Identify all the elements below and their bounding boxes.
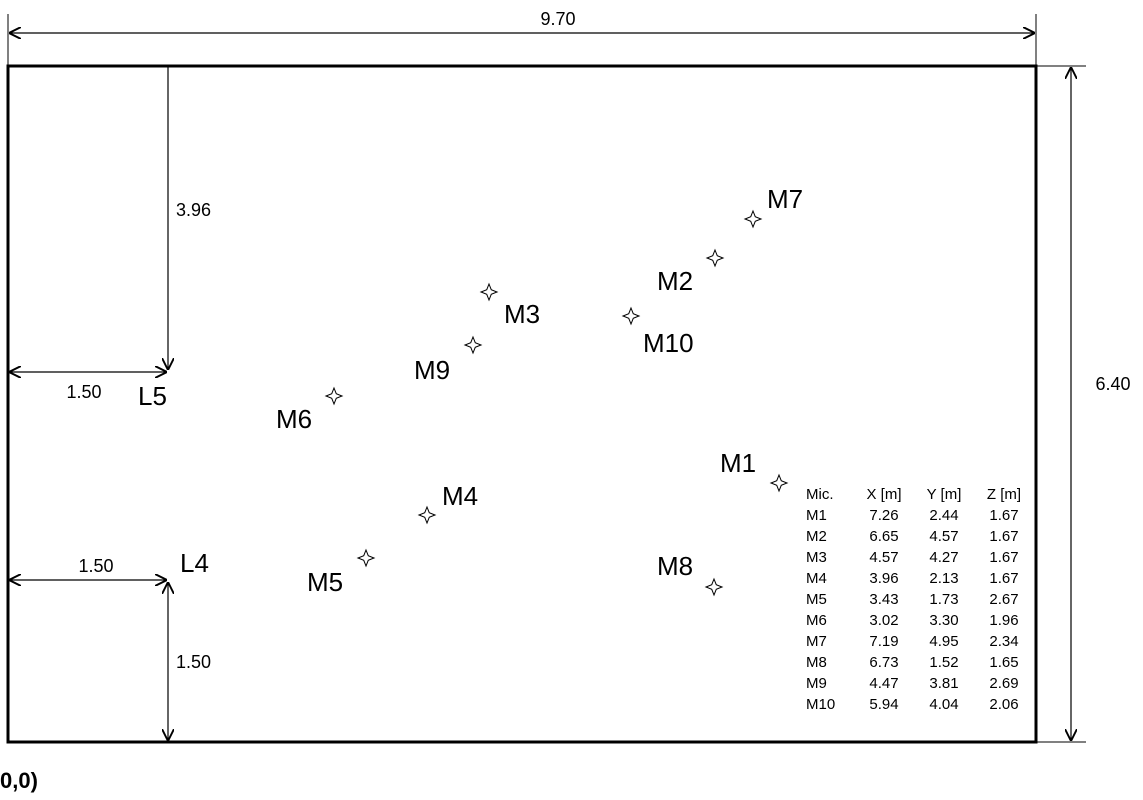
table-cell: 3.81 <box>929 675 958 692</box>
mic-m1-label: M1 <box>720 448 756 478</box>
mic-m7-label: M7 <box>767 184 803 214</box>
table-cell: 4.04 <box>929 696 958 713</box>
table-cell: 2.34 <box>989 633 1018 650</box>
mic-m4-label: M4 <box>442 481 478 511</box>
table-cell: M8 <box>806 654 827 671</box>
table-cell: 3.30 <box>929 612 958 629</box>
room-width-label: 9.70 <box>540 9 575 29</box>
table-cell: M3 <box>806 549 827 566</box>
table-cell: 6.73 <box>869 654 898 671</box>
table-body: M1 7.26 2.44 1.67 M2 6.65 4.57 1.67 M3 4.57 4.27 1.… <box>806 507 1019 713</box>
mic-m5-star-icon <box>356 548 376 568</box>
mic-m3-label: M3 <box>504 299 540 329</box>
table-cell: 2.13 <box>929 570 958 587</box>
table-cell: M7 <box>806 633 827 650</box>
table-cell: 2.69 <box>989 675 1018 692</box>
table-cell: 4.57 <box>929 528 958 545</box>
table-cell: M1 <box>806 507 827 524</box>
table-cell: 3.43 <box>869 591 898 608</box>
table-cell: M6 <box>806 612 827 629</box>
mic-m2-label: M2 <box>657 266 693 296</box>
mic-m3-star-icon <box>479 282 499 302</box>
l5-y-dimension-label: 3.96 <box>176 200 211 220</box>
mic-m4-star-icon <box>417 505 437 525</box>
table-cell: 3.96 <box>869 570 898 587</box>
mic-coordinates-table: Mic. X [m] Y [m] Z [m] M1 7.26 2.44 1.67 M2 6… <box>806 486 1021 713</box>
l4-x-dimension-label: 1.50 <box>78 556 113 576</box>
table-header-y: Y [m] <box>927 486 962 503</box>
table-cell: M2 <box>806 528 827 545</box>
table-cell: M4 <box>806 570 827 587</box>
table-cell: 1.73 <box>929 591 958 608</box>
mic-m2-star-icon <box>705 248 725 268</box>
table-cell: 5.94 <box>869 696 898 713</box>
mic-m10-star-icon <box>621 306 641 326</box>
table-cell: 1.65 <box>989 654 1018 671</box>
table-cell: 1.67 <box>989 549 1018 566</box>
table-cell: 4.27 <box>929 549 958 566</box>
table-cell: M5 <box>806 591 827 608</box>
mic-m8-star-icon <box>704 577 724 597</box>
mic-m6-label: M6 <box>276 404 312 434</box>
table-cell: 4.57 <box>869 549 898 566</box>
room-height-label: 6.40 <box>1095 374 1130 394</box>
table-cell: M9 <box>806 675 827 692</box>
mic-m10-label: M10 <box>643 328 694 358</box>
speaker-l5-label: L5 <box>138 381 167 411</box>
table-cell: 1.67 <box>989 570 1018 587</box>
mic-m7-star-icon <box>743 209 763 229</box>
origin-label: 0,0) <box>0 768 38 793</box>
mic-m9-star-icon <box>463 335 483 355</box>
mic-m6-star-icon <box>324 386 344 406</box>
table-cell: 1.52 <box>929 654 958 671</box>
table-cell: 4.95 <box>929 633 958 650</box>
table-cell: 2.44 <box>929 507 958 524</box>
table-cell: 2.67 <box>989 591 1018 608</box>
l4-y-dimension-label: 1.50 <box>176 652 211 672</box>
table-cell: 3.02 <box>869 612 898 629</box>
table-cell: 1.67 <box>989 528 1018 545</box>
mic-m5-label: M5 <box>307 567 343 597</box>
table-cell: 1.96 <box>989 612 1018 629</box>
speaker-l4-label: L4 <box>180 548 209 578</box>
table-cell: 4.47 <box>869 675 898 692</box>
table-cell: 1.67 <box>989 507 1018 524</box>
table-header-x: X [m] <box>866 486 901 503</box>
table-header-z: Z [m] <box>987 486 1021 503</box>
mic-m1-star-icon <box>769 473 789 493</box>
l5-x-dimension-label: 1.50 <box>66 382 101 402</box>
table-cell: 7.26 <box>869 507 898 524</box>
table-cell: 2.06 <box>989 696 1018 713</box>
table-cell: 7.19 <box>869 633 898 650</box>
table-cell: 6.65 <box>869 528 898 545</box>
table-header-mic: Mic. <box>806 486 834 503</box>
table-cell: M10 <box>806 696 835 713</box>
mic-m9-label: M9 <box>414 355 450 385</box>
room-outline <box>6 64 1038 744</box>
mic-m8-label: M8 <box>657 551 693 581</box>
